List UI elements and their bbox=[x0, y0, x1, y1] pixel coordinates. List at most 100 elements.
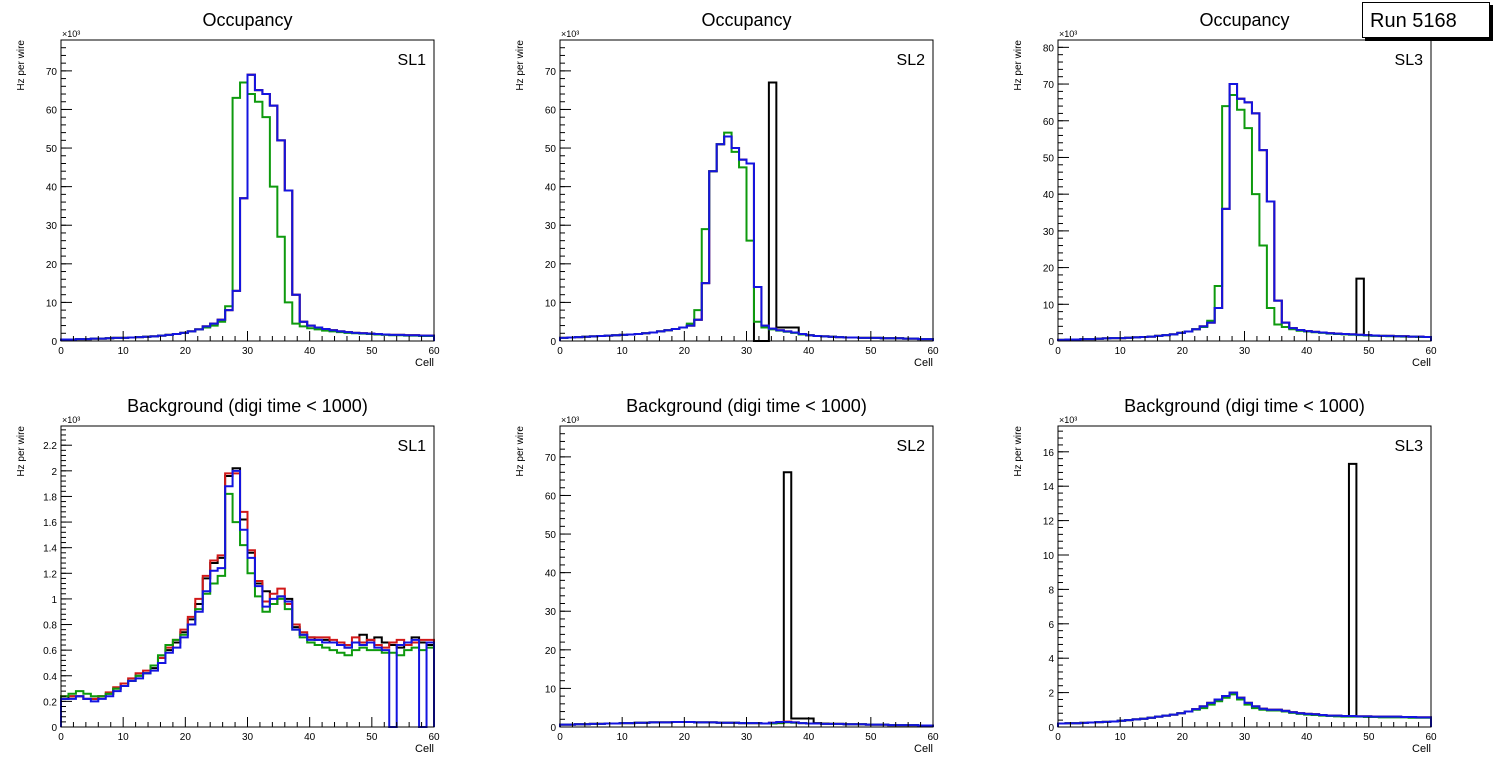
y-tick-label: 30 bbox=[1043, 227, 1055, 238]
y-tick-label: 30 bbox=[545, 607, 557, 618]
series-green-line bbox=[1057, 94, 1432, 341]
y-tick-label: 4 bbox=[1048, 654, 1054, 665]
y-tick-label: 1.4 bbox=[43, 544, 57, 555]
y-tick-label: 40 bbox=[545, 183, 557, 194]
histogram-panel-3: 0 10 20 30 40 50 60 0 10 20 30 40 50 60 70 80 ×10³ Occupa… bbox=[1013, 10, 1437, 369]
x-tick-label: 20 bbox=[180, 346, 192, 357]
x-tick-label: 30 bbox=[242, 732, 254, 743]
x-tick-label: 40 bbox=[1301, 346, 1313, 357]
y-tick-label: 2 bbox=[51, 467, 57, 478]
y-tick-label: 20 bbox=[46, 260, 58, 271]
y-axis-label: Hz per wire bbox=[16, 426, 27, 477]
y-tick-label: 1 bbox=[51, 595, 57, 606]
x-tick-label: 10 bbox=[1115, 732, 1127, 743]
y-tick-label: 30 bbox=[545, 221, 557, 232]
y-tick-label: 1.8 bbox=[43, 492, 57, 503]
y-axis-label: Hz per wire bbox=[1013, 40, 1024, 91]
x-tick-label: 40 bbox=[1301, 732, 1313, 743]
plot-frame bbox=[1057, 425, 1432, 728]
y-tick-label: 30 bbox=[46, 221, 58, 232]
y-tick-label: 20 bbox=[545, 646, 557, 657]
x-tick-label: 60 bbox=[927, 732, 939, 743]
x-axis-label: Cell bbox=[1412, 743, 1431, 755]
superlayer-label: SL1 bbox=[398, 52, 427, 69]
y-tick-label: 1.2 bbox=[43, 569, 57, 580]
y-exponent-label: ×10³ bbox=[561, 29, 579, 39]
x-tick-label: 30 bbox=[741, 732, 753, 743]
y-tick-label: 20 bbox=[545, 260, 557, 271]
y-tick-label: 50 bbox=[1043, 153, 1055, 164]
y-tick-label: 14 bbox=[1043, 482, 1055, 493]
x-tick-label: 60 bbox=[1425, 346, 1437, 357]
y-tick-label: 80 bbox=[1043, 43, 1055, 54]
panel-title: Background (digi time < 1000) bbox=[1124, 396, 1365, 416]
y-tick-label: 0.6 bbox=[43, 646, 57, 657]
y-tick-label: 50 bbox=[545, 144, 557, 155]
series-blue-line bbox=[60, 73, 435, 341]
x-tick-label: 0 bbox=[557, 346, 563, 357]
y-tick-label: 2.2 bbox=[43, 441, 57, 452]
histogram-panel-6: 0 10 20 30 40 50 60 0 2 4 6 8 10 12 14 16 ×10³ Background… bbox=[1013, 396, 1437, 755]
y-axis-label: Hz per wire bbox=[16, 40, 27, 91]
x-tick-label: 0 bbox=[1055, 732, 1061, 743]
x-tick-label: 50 bbox=[366, 732, 378, 743]
y-exponent-label: ×10³ bbox=[1059, 29, 1077, 39]
superlayer-label: SL3 bbox=[1395, 438, 1424, 455]
plot-frame bbox=[559, 425, 934, 728]
histogram-panel-5: 0 10 20 30 40 50 60 0 10 20 30 40 50 60 70 ×10³ Backgrou… bbox=[515, 396, 939, 755]
y-tick-label: 40 bbox=[1043, 190, 1055, 201]
x-tick-label: 0 bbox=[1055, 346, 1061, 357]
x-tick-label: 50 bbox=[366, 346, 378, 357]
y-tick-label: 16 bbox=[1043, 448, 1055, 459]
x-tick-label: 10 bbox=[118, 346, 130, 357]
y-exponent-label: ×10³ bbox=[561, 415, 579, 425]
y-tick-label: 0.2 bbox=[43, 697, 57, 708]
y-tick-label: 0 bbox=[51, 337, 57, 348]
y-tick-label: 2 bbox=[1048, 689, 1054, 700]
plot-frame bbox=[1057, 39, 1432, 342]
x-axis-label: Cell bbox=[914, 357, 933, 369]
series-black-line bbox=[559, 471, 934, 727]
x-tick-label: 10 bbox=[617, 732, 629, 743]
y-tick-label: 20 bbox=[1043, 264, 1055, 275]
x-tick-label: 30 bbox=[1239, 732, 1251, 743]
x-tick-label: 40 bbox=[803, 346, 815, 357]
x-axis-label: Cell bbox=[415, 743, 434, 755]
x-tick-label: 50 bbox=[865, 346, 877, 357]
series-black-line bbox=[1057, 462, 1432, 727]
series-blue-line bbox=[1057, 83, 1432, 341]
x-tick-label: 20 bbox=[679, 732, 691, 743]
panel-title: Background (digi time < 1000) bbox=[127, 396, 368, 416]
y-tick-label: 1.6 bbox=[43, 518, 57, 529]
superlayer-label: SL1 bbox=[398, 438, 427, 455]
y-tick-label: 70 bbox=[1043, 80, 1055, 91]
x-tick-label: 10 bbox=[617, 346, 629, 357]
y-tick-label: 60 bbox=[545, 491, 557, 502]
x-tick-label: 60 bbox=[927, 346, 939, 357]
x-tick-label: 20 bbox=[679, 346, 691, 357]
series-blue-line bbox=[559, 720, 934, 727]
plot-frame bbox=[60, 425, 435, 728]
x-axis-label: Cell bbox=[415, 357, 434, 369]
run-label: Run 5168 bbox=[1362, 2, 1490, 38]
y-tick-label: 0.8 bbox=[43, 621, 57, 632]
superlayer-label: SL3 bbox=[1395, 52, 1424, 69]
x-tick-label: 0 bbox=[58, 732, 64, 743]
series-blue-line bbox=[1057, 691, 1432, 727]
histogram-panel-1: 0 10 20 30 40 50 60 0 10 20 30 40 50 60 70 ×10³ Occupanc… bbox=[16, 10, 440, 369]
series-blue-line bbox=[60, 469, 435, 728]
x-tick-label: 30 bbox=[242, 346, 254, 357]
y-tick-label: 0 bbox=[1048, 337, 1054, 348]
x-tick-label: 60 bbox=[1425, 732, 1437, 743]
y-tick-label: 0.4 bbox=[43, 672, 57, 683]
y-tick-label: 50 bbox=[545, 530, 557, 541]
y-tick-label: 50 bbox=[46, 144, 58, 155]
y-tick-label: 0 bbox=[1048, 723, 1054, 734]
x-tick-label: 30 bbox=[1239, 346, 1251, 357]
y-tick-label: 70 bbox=[545, 67, 557, 78]
x-tick-label: 40 bbox=[304, 346, 316, 357]
y-tick-label: 60 bbox=[1043, 117, 1055, 128]
y-tick-label: 10 bbox=[545, 684, 557, 695]
y-tick-label: 10 bbox=[545, 298, 557, 309]
